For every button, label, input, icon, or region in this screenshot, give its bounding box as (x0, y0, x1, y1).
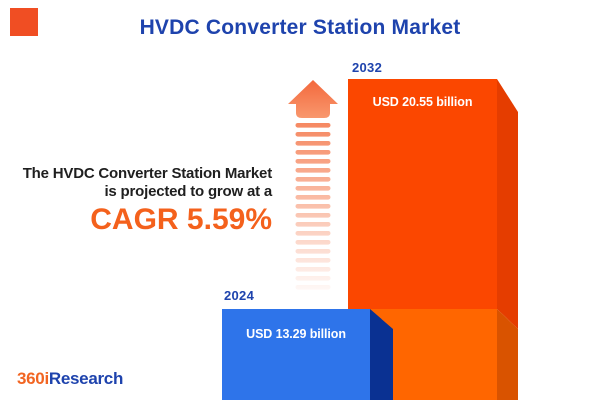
brand-square-decoration (10, 8, 38, 36)
arrow-fading-stripes (295, 123, 331, 290)
cagr-value: CAGR 5.59% (90, 203, 272, 236)
bar-value-2032: USD 20.55 billion (372, 95, 473, 109)
year-label-2032: 2032 (352, 60, 383, 75)
page-title: HVDC Converter Station Market (139, 16, 461, 39)
company-logo: 360iResearch (17, 369, 123, 389)
bar-2032-side-lower (497, 309, 518, 400)
projection-note: The HVDC Converter Station Market is pro… (0, 165, 272, 235)
bar-2032-front-upper (348, 79, 497, 309)
logo-suffix: Research (48, 369, 124, 388)
bar-2024-side (370, 309, 393, 400)
year-label-2024: 2024 (224, 288, 255, 303)
projection-note-line-2: is projected to grow at a (104, 183, 272, 200)
arrow-head (288, 80, 338, 118)
projection-note-line-1: The HVDC Converter Station Market (22, 165, 272, 182)
bar-2024 (222, 309, 393, 400)
bar-value-2024: USD 13.29 billion (246, 327, 346, 341)
growth-arrow-icon (288, 80, 338, 290)
logo-prefix: 360i (17, 369, 49, 388)
bar-2032-side-upper (497, 79, 518, 329)
bar-2024-front (222, 309, 370, 400)
